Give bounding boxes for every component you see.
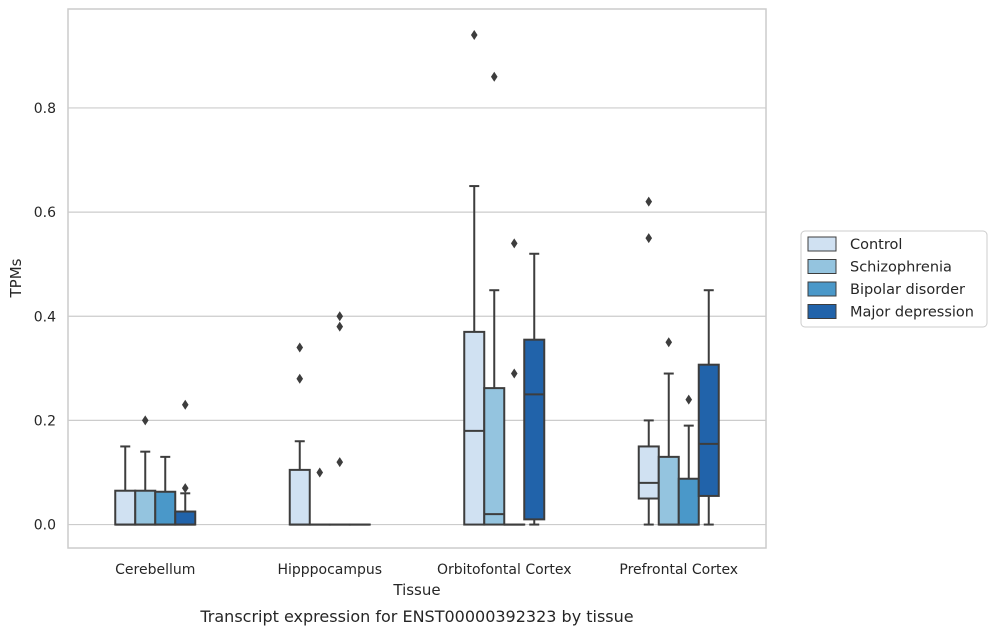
y-tick-label: 0.2 (34, 413, 56, 429)
box-body (483, 387, 506, 526)
outlier-point (665, 337, 673, 348)
chart-caption: Transcript expression for ENST0000039232… (199, 607, 633, 626)
box-control (463, 30, 486, 526)
outlier-point (645, 233, 653, 244)
legend-swatch (807, 236, 837, 252)
outlier-point (296, 373, 304, 384)
y-tick-label: 0.0 (34, 518, 56, 534)
box-body (463, 330, 486, 526)
x-tick-labels: Cerebellum Hipppocampus Orbitofontal Corte… (115, 562, 738, 578)
box-body (114, 489, 137, 526)
legend-label: Major depression (850, 305, 974, 321)
box-body (523, 338, 546, 521)
outlier-point (470, 30, 478, 41)
outlier-point (645, 196, 653, 207)
legend-frame (800, 230, 988, 328)
box-body (657, 455, 680, 526)
legend-swatch (807, 304, 837, 319)
box-body (154, 490, 177, 526)
box-major-depression (523, 252, 546, 526)
outlier-point (685, 394, 693, 405)
y-tick-label: 0.6 (34, 205, 56, 221)
box-schizophrenia (657, 337, 680, 526)
outlier-point (316, 467, 324, 478)
box-body (637, 445, 660, 500)
box-bipolar-disorder (328, 311, 351, 526)
box-control (114, 445, 137, 526)
plot-frame (67, 8, 767, 549)
box-schizophrenia (134, 415, 157, 526)
box-major-depression (174, 399, 197, 526)
x-tick-label: Hipppocampus (277, 562, 382, 578)
outlier-point (336, 311, 344, 322)
x-axis-label: Tissue (392, 581, 440, 599)
legend-swatch (807, 259, 837, 274)
box-control (288, 342, 311, 526)
y-tick-label: 0.4 (34, 309, 56, 325)
box-body (174, 510, 197, 526)
x-tick-label: Orbitofontal Cortex (437, 562, 572, 578)
legend-swatch (807, 281, 837, 297)
y-tick-label: 0.8 (34, 101, 56, 117)
box-bipolar-disorder (154, 455, 177, 526)
outlier-point (141, 415, 149, 426)
outlier-point (336, 457, 344, 468)
box-body (288, 468, 311, 526)
outlier-point (181, 483, 189, 494)
x-tick-label: Cerebellum (115, 562, 195, 578)
box-body (677, 477, 700, 526)
box-schizophrenia (483, 71, 506, 526)
x-tick-label: Prefrontal Cortex (619, 562, 738, 578)
y-axis-label: TPMs (7, 258, 25, 298)
legend-label: Control (850, 237, 902, 253)
outlier-point (510, 368, 518, 379)
box-bipolar-disorder (503, 238, 526, 526)
y-tick-labels: 0.0 0.2 0.4 0.6 0.8 (34, 101, 56, 534)
box-control (637, 196, 660, 526)
box-groups (114, 30, 720, 526)
outlier-point (510, 238, 518, 249)
box-schizophrenia (308, 467, 331, 526)
box-major-depression (697, 289, 720, 526)
box-bipolar-disorder (677, 394, 700, 526)
box-body (697, 363, 720, 497)
outlier-point (490, 71, 498, 82)
box-body (134, 489, 157, 526)
legend-label: Bipolar disorder (850, 282, 965, 298)
outlier-point (181, 399, 189, 410)
outlier-point (296, 342, 304, 353)
legend-label: Schizophrenia (850, 260, 952, 276)
legend: Control Schizophrenia Bipolar disorder Majo… (800, 230, 988, 328)
outlier-point (336, 321, 344, 332)
